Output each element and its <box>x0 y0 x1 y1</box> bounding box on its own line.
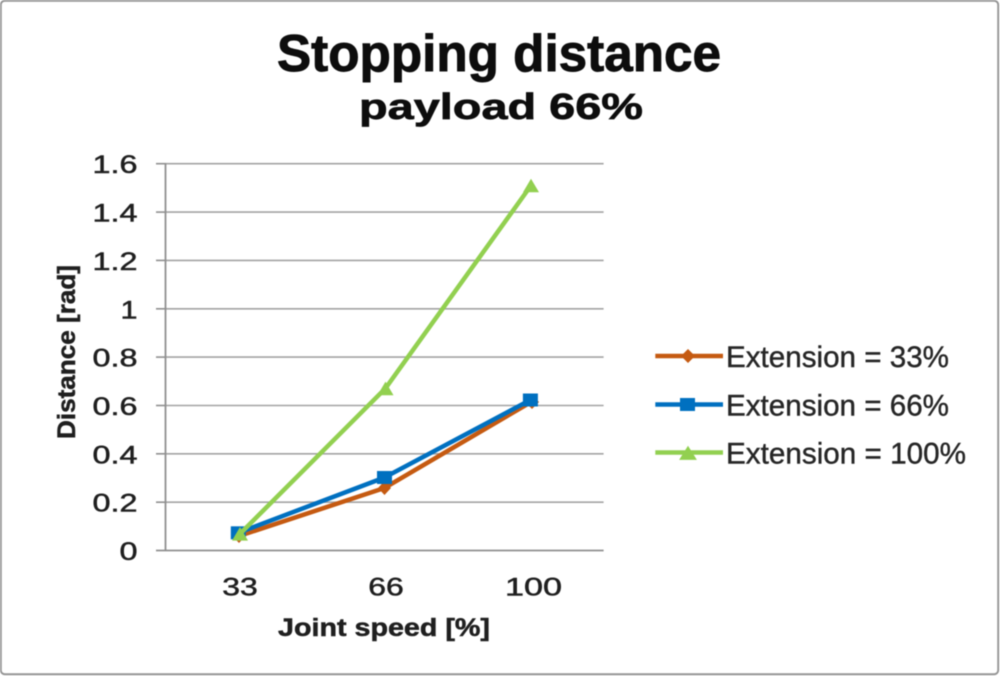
svg-text:payload 66%: payload 66% <box>359 86 643 127</box>
svg-text:1.4: 1.4 <box>93 200 138 228</box>
svg-text:Distance [rad]: Distance [rad] <box>53 265 81 439</box>
svg-text:0: 0 <box>120 538 138 566</box>
svg-text:1.6: 1.6 <box>93 151 138 179</box>
svg-text:66: 66 <box>368 574 404 602</box>
svg-text:Stopping distance: Stopping distance <box>277 25 721 83</box>
svg-text:100: 100 <box>505 574 562 602</box>
svg-text:0.2: 0.2 <box>93 490 138 518</box>
svg-text:0.8: 0.8 <box>93 345 138 373</box>
svg-text:1: 1 <box>121 296 138 324</box>
svg-text:Joint speed [%]: Joint speed [%] <box>278 614 490 642</box>
svg-text:1.2: 1.2 <box>93 248 138 276</box>
svg-text:0.6: 0.6 <box>93 393 138 421</box>
svg-text:Extension = 100%: Extension = 100% <box>726 438 966 471</box>
svg-text:0.4: 0.4 <box>93 441 138 469</box>
svg-text:33: 33 <box>222 574 258 602</box>
svg-text:Extension = 66%: Extension = 66% <box>726 390 949 423</box>
svg-text:Extension = 33%: Extension = 33% <box>726 341 949 374</box>
